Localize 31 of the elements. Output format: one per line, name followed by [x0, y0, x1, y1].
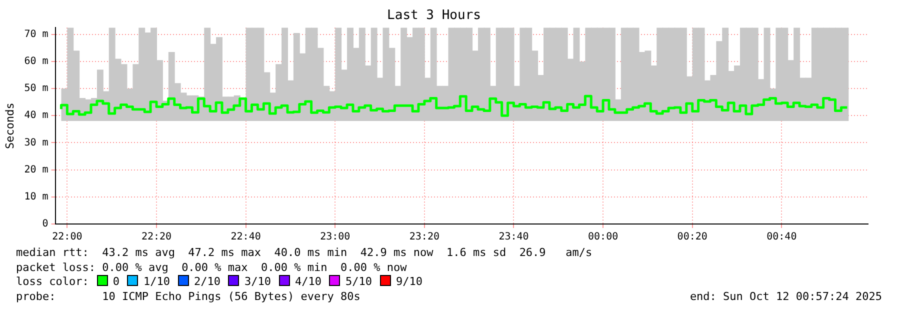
- legend-label: 4/10: [294, 275, 322, 288]
- legend-label: 3/10: [244, 275, 271, 288]
- legend-label: 0: [112, 275, 120, 288]
- x-tick-label: 22:00: [52, 232, 82, 243]
- x-tick-label: 23:40: [498, 232, 529, 243]
- x-tick-label: 23:00: [320, 232, 350, 243]
- legend-title: loss color:: [16, 275, 89, 288]
- y-tick-label: 70 m: [24, 28, 48, 40]
- y-tick-label: 0: [42, 218, 48, 230]
- x-tick-label: 00:00: [588, 232, 618, 243]
- x-tick-label: 23:20: [409, 232, 440, 243]
- legend-label: 2/10: [194, 275, 220, 288]
- text: end: Sun Oct 12 00:57:24 2025: [690, 290, 882, 304]
- y-tick-label: 20 m: [24, 164, 48, 176]
- x-tick-label: 00:20: [677, 232, 708, 243]
- legend-label: 9/10: [396, 275, 422, 288]
- y-tick-label: 60 m: [24, 56, 48, 68]
- x-tick-label: 00:40: [766, 232, 797, 243]
- text: median rtt: 43.2 ms avg 47.2 ms max 40.0 ms min 42.9 ms now 1.6 ms sd 26.9 am/s: [16, 246, 594, 260]
- chart-title: Last 3 Hours: [387, 8, 481, 24]
- text: packet loss: 0.00 % avg 0.00 % max 0.00 % min 0.00 % now: [16, 260, 408, 275]
- legend-label: 5/10: [345, 275, 372, 288]
- x-tick-label: 22:20: [141, 232, 172, 243]
- y-tick-label: 40 m: [24, 110, 48, 122]
- y-tick-label: 50 m: [24, 83, 48, 94]
- y-tick-label: 10 m: [24, 192, 48, 203]
- y-tick-label: 30 m: [24, 137, 48, 148]
- x-tick-label: 22:40: [230, 232, 261, 243]
- y-axis-title: Seconds: [3, 102, 16, 149]
- text: probe: 10 ICMP Echo Pings (56 Bytes) every 80s: [16, 290, 360, 302]
- legend-label: 1/10: [143, 275, 170, 288]
